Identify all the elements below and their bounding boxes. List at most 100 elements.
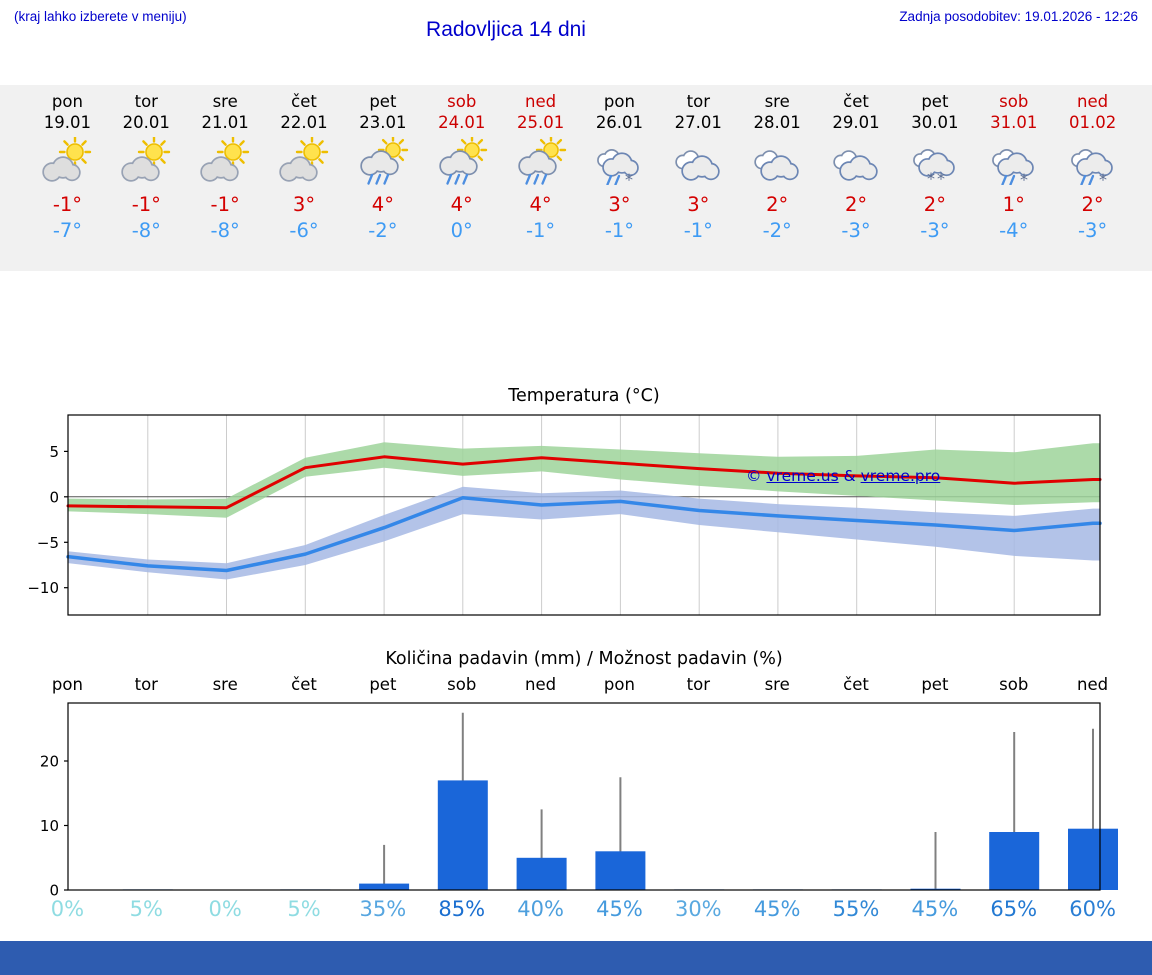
- svg-text:*: *: [625, 170, 633, 185]
- forecast-day: pet 23.01 4° -2°: [343, 85, 422, 271]
- precip-day-label: pet: [921, 675, 949, 694]
- min-temp-band: [68, 486, 1100, 580]
- low-temp: -7°: [52, 219, 83, 242]
- precip-day-label: čet: [291, 675, 317, 694]
- forecast-strip: pon 19.01 -1° -7° tor 20.01 -1° -8° sre 21.01 -1° -…: [0, 85, 1152, 271]
- low-temp: -3°: [1078, 219, 1108, 242]
- precip-bar: [359, 883, 410, 890]
- day-name: čet: [291, 92, 317, 111]
- precipitation-chart: 0 10 20: [0, 700, 1152, 900]
- vreme-pro-link[interactable]: vreme.pro: [860, 467, 941, 485]
- low-temp: -8°: [210, 219, 240, 242]
- precip-bar: [595, 851, 646, 890]
- svg-text:*: *: [1020, 170, 1028, 185]
- high-temp: -1°: [210, 193, 240, 216]
- forecast-day: sob 31.01 * 1° -4°: [974, 85, 1053, 271]
- precip-day-label: ned: [1077, 675, 1109, 694]
- cloud-snow-icon: * *: [912, 149, 955, 185]
- temp-ytick-label: 5: [49, 443, 59, 461]
- day-date: 01.02: [1068, 113, 1117, 132]
- precip-day-label: ned: [525, 675, 557, 694]
- location-hint: (kraj lahko izberete v meniju): [14, 9, 187, 24]
- day-date: 30.01: [911, 113, 959, 132]
- day-date: 24.01: [438, 113, 486, 132]
- forecast-day: tor 27.01 3° -1°: [659, 85, 738, 271]
- day-date: 23.01: [359, 113, 407, 132]
- cloud-rain-snow-icon: *: [597, 149, 640, 185]
- temperature-chart: 5 0 −5 −10: [0, 410, 1152, 622]
- svg-text:*: *: [1099, 170, 1107, 185]
- precip-day-label: sre: [212, 675, 238, 694]
- precip-probability: 45%: [596, 897, 643, 921]
- precip-bar: [437, 780, 488, 890]
- precip-probability: 45%: [753, 897, 801, 921]
- high-temp: 3°: [687, 193, 710, 216]
- precip-probability: 0%: [208, 897, 242, 921]
- precip-probability: 65%: [990, 897, 1038, 921]
- high-temp: 2°: [844, 193, 868, 216]
- sun-cloud-rain-icon: [517, 137, 566, 185]
- max-temp-line: [66, 455, 1102, 510]
- precip-day-label: tor: [686, 675, 710, 694]
- day-date: 25.01: [516, 113, 565, 132]
- precip-day-label: sob: [999, 675, 1029, 694]
- precip-probability: 30%: [674, 897, 722, 921]
- precip-day-label: čet: [843, 675, 869, 694]
- high-temp: 4°: [371, 193, 394, 216]
- high-temp: 2°: [1081, 193, 1104, 216]
- cloud-rain-snow-icon: *: [991, 149, 1034, 185]
- forecast-day: ned 25.01 4° -1°: [501, 85, 580, 271]
- day-date: 22.01: [280, 113, 328, 132]
- forecast-day: pon 26.01 * 3° -1°: [580, 85, 659, 271]
- precip-probability: 60%: [1069, 897, 1116, 921]
- precip-ytick-label: 10: [40, 817, 59, 835]
- precip-probability: 0%: [50, 897, 85, 921]
- precip-probability: 55%: [832, 897, 880, 921]
- precip-probability: 85%: [438, 897, 486, 921]
- precip-bar: [1068, 828, 1118, 890]
- day-date: 31.01: [990, 113, 1038, 132]
- temp-ytick-label: 0: [49, 488, 59, 506]
- high-temp: 4°: [529, 193, 552, 216]
- precip-probability-row: 0% 5% 0% 5% 35% 85% 40% 45% 30% 45% 55% 45% 65% 60%: [0, 897, 1152, 921]
- precip-day-label: tor: [134, 675, 158, 694]
- forecast-day: pon 19.01 -1° -7°: [28, 85, 107, 271]
- svg-text:*: *: [937, 169, 945, 185]
- high-temp: 3°: [608, 193, 631, 216]
- clouds-icon: [754, 150, 799, 181]
- day-name: ned: [1077, 92, 1109, 111]
- forecast-day: tor 20.01 -1° -8°: [107, 85, 186, 271]
- day-name: pon: [603, 92, 635, 111]
- precip-ytick-label: 0: [49, 882, 59, 897]
- precip-day-labels: pon tor sre čet pet sob ned pon tor sre čet pet sob n…: [0, 675, 1152, 694]
- sun-cloud-icon: [200, 137, 250, 182]
- high-temp: 3°: [292, 193, 316, 216]
- day-name: tor: [686, 92, 710, 111]
- high-temp: 2°: [923, 193, 946, 216]
- day-name: ned: [525, 92, 557, 111]
- day-name: sre: [764, 92, 790, 111]
- temp-ytick-label: −5: [37, 534, 59, 552]
- footer-bar: [0, 941, 1152, 975]
- low-temp: -6°: [289, 219, 319, 242]
- day-name: sob: [999, 92, 1029, 111]
- forecast-day: sob 24.01 4° 0°: [422, 85, 501, 271]
- precip-day-label: sre: [764, 675, 790, 694]
- low-temp: -2°: [762, 219, 792, 242]
- day-name: sre: [212, 92, 238, 111]
- forecast-day: čet 29.01 2° -3°: [817, 85, 896, 271]
- day-name: pet: [921, 92, 949, 111]
- sun-cloud-icon: [279, 137, 329, 182]
- low-temp: -3°: [920, 219, 950, 242]
- high-temp: 4°: [450, 193, 473, 216]
- low-temp: -1°: [604, 219, 635, 242]
- high-temp: -1°: [52, 193, 83, 216]
- forecast-day: ned 01.02 * 2° -3°: [1053, 85, 1132, 271]
- day-date: 27.01: [674, 113, 722, 132]
- watermark: © vreme.us & vreme.pro: [746, 467, 940, 485]
- precip-probability: 5%: [287, 897, 321, 921]
- precipitation-chart-title: Količina padavin (mm) / Možnost padavin …: [385, 649, 783, 669]
- sun-cloud-icon: [121, 137, 171, 182]
- vreme-us-link[interactable]: vreme.us: [766, 467, 839, 485]
